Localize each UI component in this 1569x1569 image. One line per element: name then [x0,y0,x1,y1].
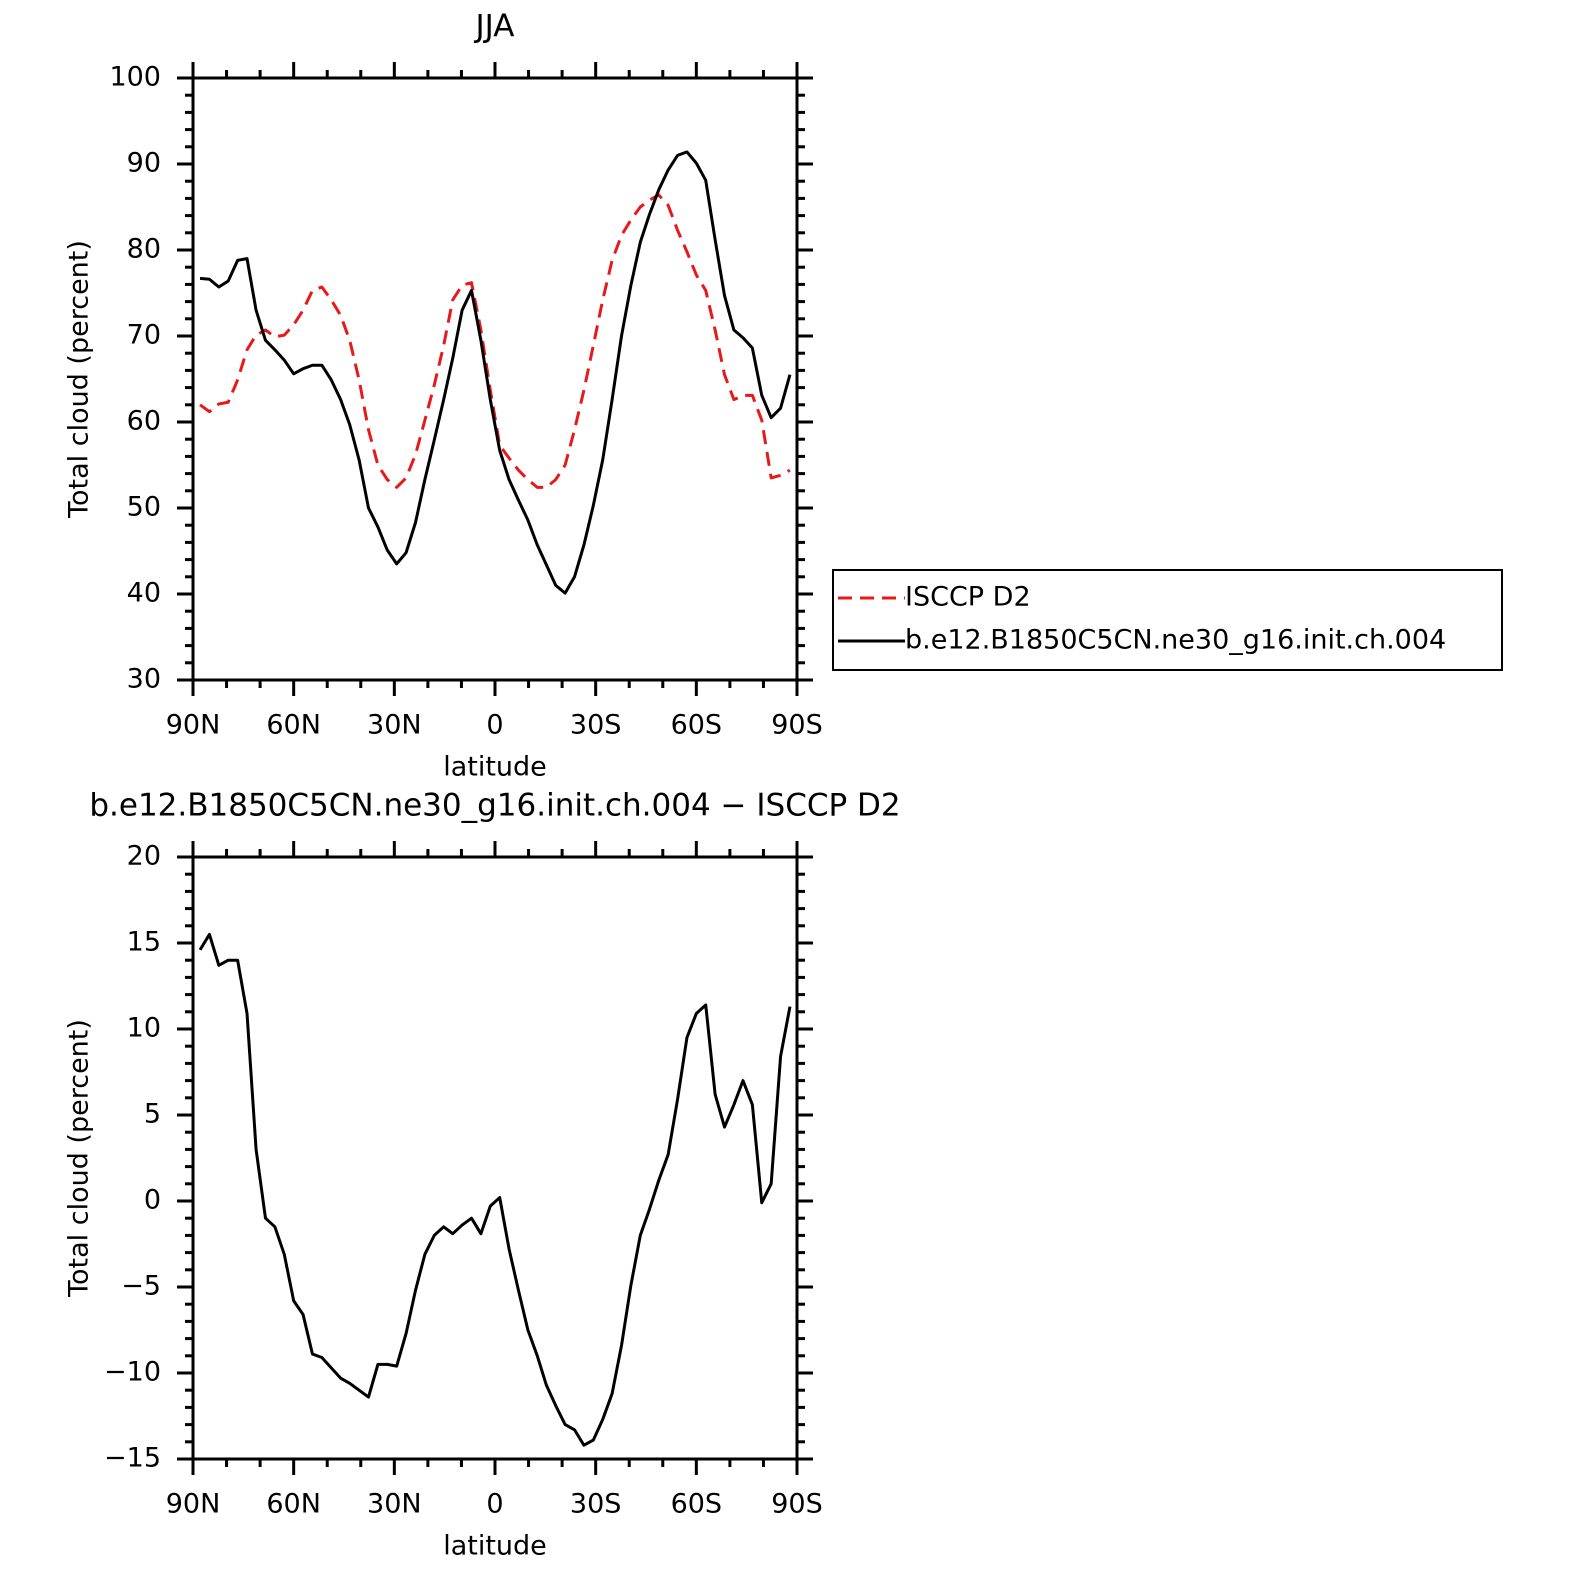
data-line [199,150,792,595]
x-tick-label: 60N [266,1489,321,1520]
x-tick-label: 90N [166,1489,221,1520]
y-tick-label: −15 [104,1443,161,1474]
x-tick-label: 0 [486,710,503,741]
x-axis-label: latitude [443,1531,547,1562]
x-axis-label: latitude [443,752,547,783]
y-tick-label: 15 [127,927,161,958]
x-tick-label: 30N [367,710,422,741]
x-tick-label: 30N [367,1489,422,1520]
plot-frame [191,855,799,1461]
data-line [198,932,792,1447]
y-tick-label: 100 [109,62,161,93]
data-line [199,193,791,489]
y-axis-label: Total cloud (percent) [64,1019,95,1298]
x-tick-label: 90S [771,710,823,741]
x-tick-label: 60N [266,710,321,741]
y-tick-label: 40 [127,578,161,609]
x-tick-label: 90S [771,1489,823,1520]
y-tick-label: 50 [127,492,161,523]
y-tick-label: −5 [121,1271,161,1302]
x-tick-label: 90N [166,710,221,741]
y-tick-label: 60 [127,406,161,437]
y-tick-label: 5 [144,1099,161,1130]
legend-box [832,569,1503,671]
y-tick-label: 0 [144,1185,161,1216]
y-tick-label: 90 [127,148,161,179]
y-tick-label: 10 [127,1013,161,1044]
y-tick-label: 20 [127,841,161,872]
x-tick-label: 30S [570,1489,622,1520]
y-tick-label: 70 [127,320,161,351]
x-tick-label: 30S [570,710,622,741]
plot-frame [191,76,799,682]
legend-label: ISCCP D2 [905,582,1031,613]
y-tick-label: 30 [127,664,161,695]
x-tick-label: 60S [671,1489,723,1520]
y-tick-label: 80 [127,234,161,265]
x-tick-label: 60S [671,710,723,741]
chart-title: b.e12.B1850C5CN.ne30_g16.init.ch.004 − I… [89,788,900,824]
chart-title: JJA [474,9,515,45]
y-axis-label: Total cloud (percent) [64,240,95,519]
y-tick-label: −10 [104,1357,161,1388]
legend-label: b.e12.B1850C5CN.ne30_g16.init.ch.004 [905,625,1446,656]
x-tick-label: 0 [486,1489,503,1520]
